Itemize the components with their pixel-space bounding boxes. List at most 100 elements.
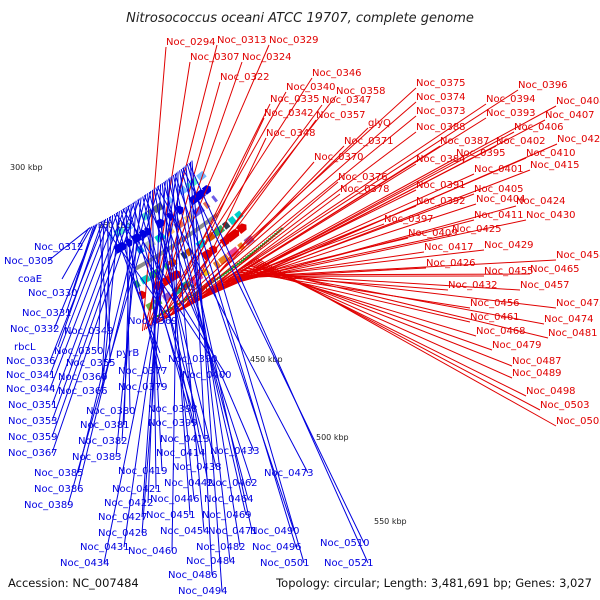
gene-labels: Noc_0294 Noc_0313 Noc_0329 Noc_0307 Noc_0324… <box>4 35 600 597</box>
forward-gene-label: Noc_0481 <box>548 328 598 339</box>
reverse-gene-label: Noc_0400 <box>182 370 232 381</box>
reverse-gene-label: Noc_0414 <box>156 448 206 459</box>
reverse-connector <box>77 190 152 490</box>
forward-gene-label: Noc_0461 <box>470 312 520 323</box>
reverse-gene-label: Noc_0501 <box>260 558 310 569</box>
forward-gene-label: Noc_0348 <box>266 128 316 139</box>
reverse-gene-label: Noc_0381 <box>80 420 130 431</box>
reverse-connector <box>53 223 98 330</box>
scale-tick-label: 550 kbp <box>374 517 407 526</box>
reverse-gene-label: Noc_0482 <box>196 542 246 553</box>
feature-block <box>196 170 207 182</box>
forward-gene-label: Noc_0487 <box>512 356 562 367</box>
forward-connector <box>255 257 557 427</box>
reverse-gene-label: Noc_0419 <box>118 466 168 477</box>
scale-tick-label: 350 kbp <box>98 221 131 230</box>
reverse-gene-label: Noc_0399 <box>148 418 198 429</box>
feature-block <box>139 274 151 285</box>
feature-block <box>221 220 231 230</box>
reverse-gene-label: Noc_0496 <box>252 542 302 553</box>
forward-connector <box>227 267 427 280</box>
scale-tick-label: 300 kbp <box>10 163 43 172</box>
reverse-connector <box>51 198 140 454</box>
forward-gene-label: Noc_0397 <box>384 214 434 225</box>
forward-gene-label: Noc_0489 <box>512 368 562 379</box>
forward-gene-label: Noc_0313 <box>217 35 267 46</box>
forward-gene-label: Noc_0424 <box>516 196 566 207</box>
reverse-connector <box>153 188 209 484</box>
reverse-gene-label: Noc_0486 <box>168 570 218 581</box>
tick-dot <box>259 244 263 247</box>
reverse-gene-label: Noc_0521 <box>324 558 374 569</box>
label-connectors <box>47 44 558 592</box>
forward-gene-label: Noc_0329 <box>269 35 319 46</box>
reverse-gene-label: pyrB <box>116 348 139 359</box>
reverse-connector <box>174 173 295 532</box>
forward-gene-label: Noc_0409 <box>408 228 458 239</box>
reverse-gene-label: Noc_0484 <box>186 556 236 567</box>
reverse-gene-label: Noc_0341 <box>6 370 56 381</box>
reverse-gene-label: Noc_0473 <box>264 468 314 479</box>
tick-dot <box>243 258 247 261</box>
reverse-gene-label: Noc_0312 <box>34 242 84 253</box>
reverse-gene-label: rbcL <box>14 342 36 353</box>
forward-gene-label: Noc_0475 <box>556 298 600 309</box>
tick-dot <box>232 265 236 268</box>
feature-block <box>180 251 188 260</box>
tick-dot <box>253 249 257 252</box>
forward-connector <box>161 103 271 321</box>
feature-block <box>188 195 198 206</box>
forward-connector <box>252 259 527 397</box>
forward-gene-label: Noc_0294 <box>166 37 216 48</box>
reverse-gene-label: Noc_0464 <box>204 494 254 505</box>
forward-gene-label: Noc_0396 <box>518 80 568 91</box>
reverse-gene-label: Noc_0355 <box>66 358 116 369</box>
forward-gene-label: Noc_0465 <box>530 264 580 275</box>
forward-gene-label: Noc_0474 <box>544 314 594 325</box>
tick-dot <box>217 276 221 279</box>
reverse-gene-label: Noc_0451 <box>146 510 196 521</box>
forward-gene-label: Noc_0307 <box>190 52 240 63</box>
reverse-gene-label: Noc_0454 <box>160 526 210 537</box>
forward-gene-label: Noc_0425 <box>452 224 502 235</box>
forward-gene-label: Noc_0347 <box>322 95 372 106</box>
reverse-connector <box>182 167 365 544</box>
tick-dot <box>234 264 238 267</box>
forward-gene-label: Noc_0468 <box>476 326 526 337</box>
forward-connector <box>254 258 541 411</box>
tick-dot <box>185 297 189 300</box>
reverse-gene-label: Noc_0389 <box>24 500 74 511</box>
tick-dot <box>163 311 167 314</box>
feature-block <box>211 195 218 203</box>
forward-gene-label: Noc_0391 <box>416 180 466 191</box>
reverse-connector <box>51 204 130 422</box>
genome-summary-text: Topology: circular; Length: 3,481,691 bp… <box>275 576 592 590</box>
reverse-gene-label: Noc_0427 <box>98 512 148 523</box>
forward-gene-label: Noc_0374 <box>416 92 466 103</box>
reverse-gene-label: Noc_0383 <box>72 452 122 463</box>
tick-dot <box>156 315 160 318</box>
reverse-gene-label: Noc_0422 <box>104 498 154 509</box>
forward-gene-label: Noc_0505 <box>556 416 600 427</box>
reverse-connector <box>61 226 93 280</box>
reverse-gene-label: Noc_0359 <box>8 432 58 443</box>
tick-dot <box>241 259 245 262</box>
scale-tick-label: 450 kbp <box>250 355 283 364</box>
reverse-gene-label: Noc_0431 <box>80 542 130 553</box>
reverse-connector <box>168 178 247 516</box>
tick-dot <box>169 307 173 310</box>
forward-gene-label: Noc_0456 <box>470 298 520 309</box>
reverse-gene-label: Noc_0350 <box>54 346 104 357</box>
forward-connector <box>152 77 313 326</box>
forward-gene-label: Noc_0357 <box>316 110 366 121</box>
forward-gene-label: Noc_0370 <box>314 152 364 163</box>
forward-gene-label: Noc_0401 <box>474 164 524 175</box>
tick-dot <box>255 248 259 251</box>
reverse-connector <box>171 171 179 552</box>
tick-dot <box>238 261 242 264</box>
forward-gene-label: Noc_0415 <box>530 160 580 171</box>
reverse-gene-label: Noc_0366 <box>58 386 108 397</box>
tick-dot <box>195 291 199 294</box>
reverse-gene-label: Noc_0434 <box>60 558 110 569</box>
feature-block <box>236 223 247 234</box>
